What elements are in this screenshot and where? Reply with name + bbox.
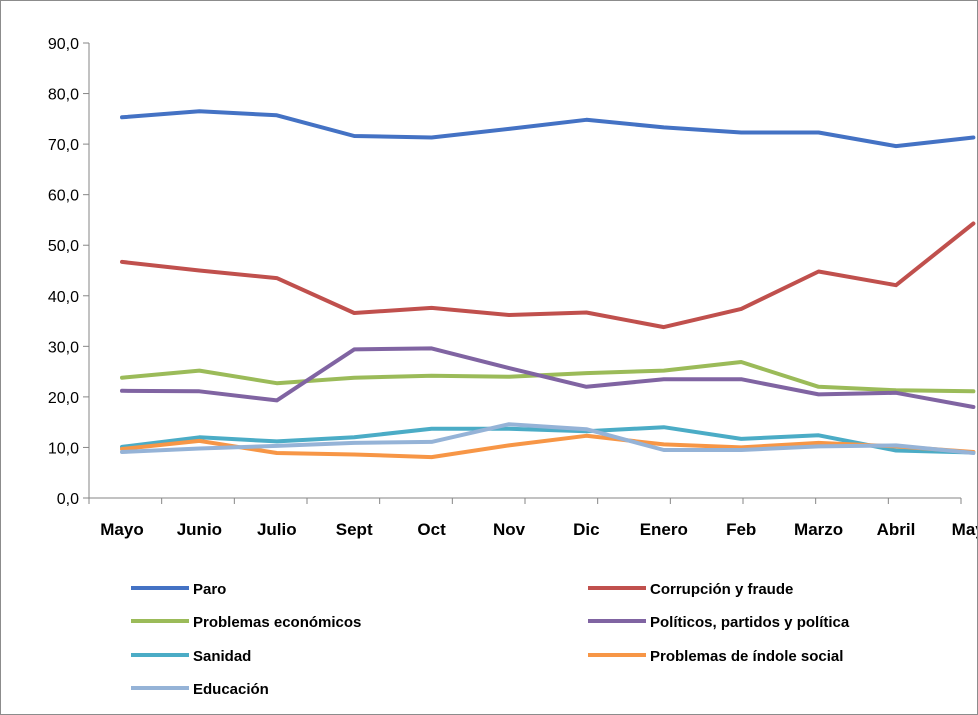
x-category-label: Dic (573, 520, 599, 539)
x-category-label: Mayo (952, 520, 977, 539)
legend-label: Problemas económicos (193, 614, 361, 631)
legend-item: Paro (131, 581, 226, 598)
series-line-5 (120, 433, 976, 460)
series-line-6 (120, 422, 976, 455)
series-line-2 (120, 360, 976, 394)
y-tick-label: 70,0 (48, 137, 79, 154)
series-line-0 (120, 109, 976, 149)
legend-label: Sanidad (193, 648, 251, 665)
legend-label: Corrupción y fraude (650, 581, 793, 598)
y-tick-label: 10,0 (48, 440, 79, 457)
legend-label: Políticos, partidos y política (650, 614, 850, 631)
legend-item: Educación (131, 681, 269, 698)
legend-label: Paro (193, 581, 226, 598)
legend-item: Corrupción y fraude (588, 581, 793, 598)
x-category-label: Julio (257, 520, 297, 539)
y-tick-label: 90,0 (48, 36, 79, 53)
series-line-4 (120, 425, 976, 455)
x-category-label: Nov (493, 520, 526, 539)
x-category-label: Sept (336, 520, 373, 539)
y-tick-label: 50,0 (48, 238, 79, 255)
x-axis: Mayo Junio Julio Sept Oct Nov Dic Enero Feb Marzo… (88, 497, 977, 539)
x-category-label: Oct (417, 520, 446, 539)
y-tick-label: 80,0 (48, 87, 79, 104)
y-axis: 0,0 10,0 20,0 30,0 40,0 50,0 60,0 70,0 80,0 90,0 (48, 36, 90, 508)
legend-item: Sanidad (131, 648, 251, 665)
y-tick-label: 0,0 (57, 491, 79, 508)
legend-label: Educación (193, 681, 269, 698)
x-category-label: Enero (640, 520, 688, 539)
legend-item: Problemas de índole social (588, 648, 843, 665)
y-tick-label: 60,0 (48, 188, 79, 205)
x-category-label: Marzo (794, 520, 843, 539)
y-tick-label: 40,0 (48, 289, 79, 306)
series-lines (120, 109, 976, 460)
x-category-label: Feb (726, 520, 756, 539)
y-tick-label: 30,0 (48, 339, 79, 356)
legend-item: Políticos, partidos y política (588, 614, 850, 631)
y-tick-label: 20,0 (48, 390, 79, 407)
legend-label: Problemas de índole social (650, 648, 843, 665)
x-category-label: Abril (877, 520, 916, 539)
legend-item: Problemas económicos (131, 614, 361, 631)
legend: Paro Corrupción y fraude Problemas económi… (131, 581, 850, 698)
x-category-label: Mayo (100, 520, 143, 539)
series-line-1 (120, 221, 976, 330)
series-line-3 (120, 346, 976, 409)
x-category-label: Junio (177, 520, 222, 539)
